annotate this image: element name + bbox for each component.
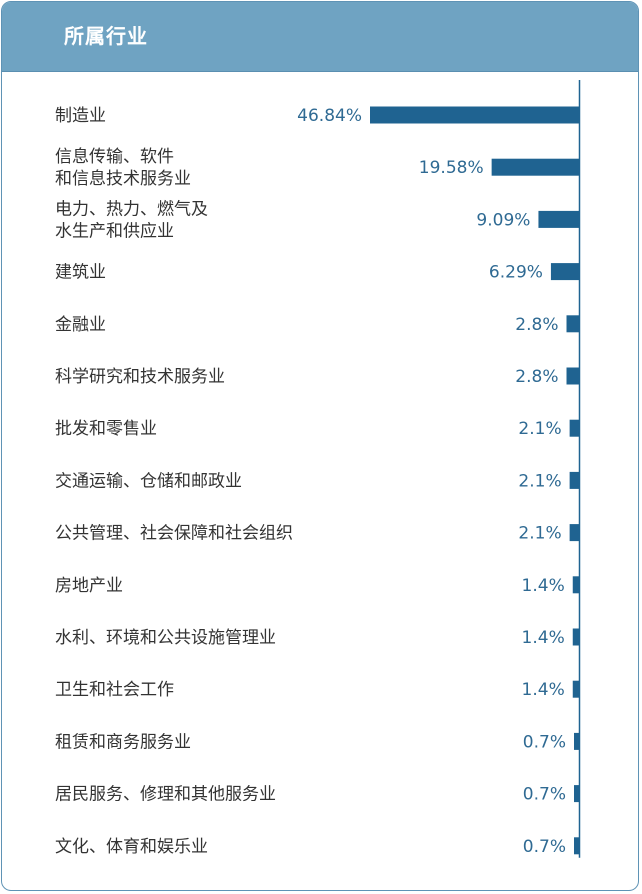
bar	[572, 680, 579, 698]
category-label: 批发和零售业	[55, 419, 157, 439]
value-label: 2.1%	[518, 471, 561, 491]
value-label: 1.4%	[522, 628, 565, 648]
category-label: 水利、环境和公共设施管理业	[55, 628, 276, 648]
bar	[569, 471, 579, 489]
value-label: 2.1%	[518, 524, 561, 544]
category-label: 房地产业	[55, 576, 123, 596]
category-label: 文化、体育和娱乐业	[55, 837, 208, 857]
value-label: 19.58%	[419, 158, 484, 178]
category-label: 交通运输、仓储和邮政业	[55, 471, 242, 491]
card-header: 所属行业	[2, 2, 638, 72]
value-label: 9.09%	[476, 210, 530, 230]
value-label: 2.8%	[515, 367, 558, 387]
value-label: 1.4%	[522, 680, 565, 700]
value-label: 2.1%	[518, 419, 561, 439]
header-title: 所属行业	[64, 24, 148, 48]
category-label: 建筑业	[55, 263, 106, 283]
bar	[566, 315, 579, 333]
bar	[569, 419, 579, 437]
bar	[574, 785, 579, 803]
bar	[572, 576, 579, 594]
category-label: 信息传输、软件和信息技术服务业	[55, 147, 191, 189]
value-label: 46.84%	[297, 106, 362, 126]
value-label: 0.7%	[523, 785, 566, 805]
category-label: 科学研究和技术服务业	[55, 367, 225, 387]
value-label: 1.4%	[522, 576, 565, 596]
bar	[566, 367, 579, 385]
bar	[370, 106, 579, 124]
category-label: 公共管理、社会保障和社会组织	[55, 524, 293, 544]
bar	[574, 732, 579, 750]
category-label: 电力、热力、燃气及水生产和供应业	[55, 199, 208, 241]
bar	[572, 628, 579, 646]
bar	[574, 837, 579, 855]
value-label: 6.29%	[489, 263, 543, 283]
category-label: 金融业	[55, 315, 106, 335]
value-label: 0.7%	[523, 732, 566, 752]
value-label: 0.7%	[523, 837, 566, 857]
bar	[550, 263, 579, 281]
bar	[491, 158, 579, 176]
value-label: 2.8%	[515, 315, 558, 335]
bar	[569, 524, 579, 542]
category-label: 租赁和商务服务业	[55, 732, 191, 752]
category-label: 居民服务、修理和其他服务业	[55, 785, 276, 805]
category-label: 制造业	[55, 106, 106, 126]
category-label: 卫生和社会工作	[55, 680, 174, 700]
bar	[538, 210, 579, 228]
